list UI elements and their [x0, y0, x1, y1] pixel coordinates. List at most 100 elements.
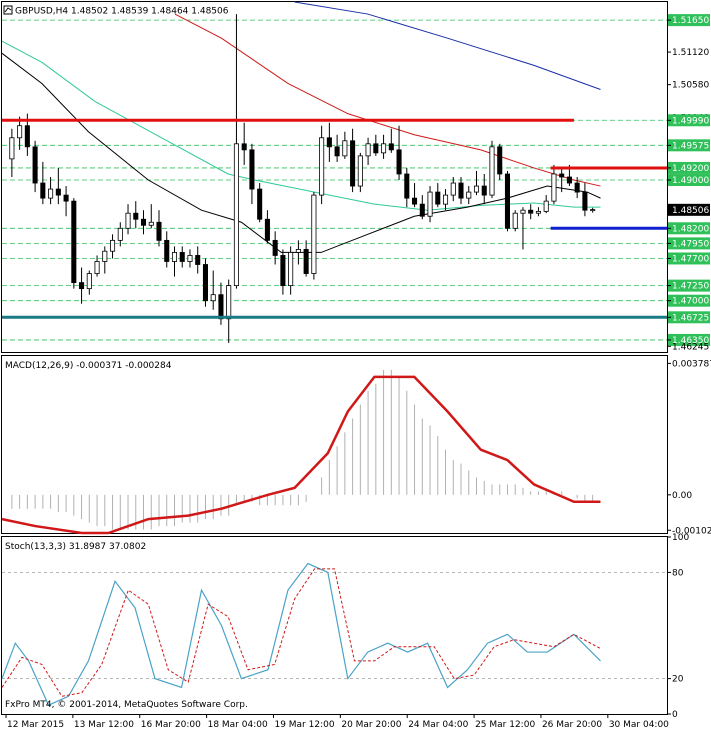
- horizontal-lines[interactable]: [2, 118, 667, 319]
- bear-candle-body: [156, 221, 162, 241]
- price-label-box: [668, 114, 710, 127]
- candle[interactable]: [79, 267, 85, 304]
- candle[interactable]: [450, 177, 456, 202]
- candlesticks[interactable]: [9, 14, 596, 343]
- candle[interactable]: [311, 192, 317, 280]
- candle[interactable]: [226, 279, 232, 343]
- candle[interactable]: [63, 186, 69, 217]
- candle[interactable]: [489, 140, 495, 199]
- time-tick-label: 24 Mar 04:00: [408, 720, 468, 730]
- candle[interactable]: [171, 246, 178, 277]
- candle[interactable]: [164, 231, 170, 268]
- candle[interactable]: [404, 167, 410, 208]
- candle[interactable]: [125, 204, 131, 235]
- candle[interactable]: [202, 258, 208, 307]
- candle[interactable]: [559, 167, 565, 193]
- candle[interactable]: [9, 128, 15, 177]
- candle[interactable]: [326, 122, 332, 162]
- candle[interactable]: [466, 186, 472, 205]
- candle[interactable]: [574, 177, 580, 199]
- candle[interactable]: [357, 152, 363, 193]
- candle[interactable]: [442, 189, 449, 211]
- candle[interactable]: [497, 143, 503, 181]
- candle[interactable]: [55, 167, 61, 205]
- candle[interactable]: [334, 134, 340, 162]
- candle[interactable]: [504, 170, 511, 232]
- candle[interactable]: [195, 246, 201, 274]
- price-tick-label: 1.47700: [672, 254, 709, 264]
- candle[interactable]: [427, 186, 433, 223]
- candle[interactable]: [179, 246, 185, 268]
- candle[interactable]: [210, 270, 216, 310]
- candle[interactable]: [233, 14, 239, 289]
- candle[interactable]: [40, 161, 46, 205]
- bull-candle-body: [9, 137, 15, 160]
- candle[interactable]: [319, 125, 325, 205]
- candle[interactable]: [303, 240, 309, 277]
- bull-candle-body: [102, 250, 108, 262]
- candle[interactable]: [17, 116, 23, 150]
- candle[interactable]: [32, 140, 38, 193]
- candle[interactable]: [117, 222, 123, 247]
- candle[interactable]: [535, 207, 541, 217]
- candle[interactable]: [86, 270, 92, 295]
- candle[interactable]: [94, 255, 100, 277]
- price-label-box: [668, 294, 710, 307]
- bull-candle-body: [233, 143, 239, 287]
- price-tick-label: 1.49990: [672, 116, 709, 126]
- bear-candle-body: [40, 182, 46, 199]
- bear-candle-body: [574, 182, 580, 193]
- candle[interactable]: [543, 195, 549, 214]
- candle[interactable]: [280, 249, 286, 295]
- candle[interactable]: [528, 204, 534, 220]
- candle[interactable]: [520, 207, 526, 250]
- candle[interactable]: [148, 204, 154, 229]
- candle[interactable]: [187, 249, 193, 268]
- bull-candle-body: [427, 191, 433, 217]
- candle[interactable]: [365, 137, 371, 165]
- candle[interactable]: [295, 240, 301, 265]
- candle[interactable]: [102, 246, 108, 274]
- candle[interactable]: [396, 125, 402, 181]
- candle[interactable]: [272, 231, 278, 265]
- macd-tick-label: 0.00: [672, 491, 692, 501]
- stoch-axis: 100 80 20 0: [667, 533, 689, 720]
- candle[interactable]: [342, 131, 348, 159]
- candle[interactable]: [241, 122, 247, 165]
- candle[interactable]: [582, 183, 588, 217]
- candle[interactable]: [419, 195, 425, 220]
- candle[interactable]: [458, 177, 464, 205]
- candle[interactable]: [350, 128, 356, 193]
- candle[interactable]: [140, 210, 147, 235]
- candle[interactable]: [590, 207, 596, 213]
- candle[interactable]: [48, 177, 54, 205]
- candle[interactable]: [481, 173, 487, 205]
- candle[interactable]: [257, 183, 263, 223]
- candle[interactable]: [156, 210, 162, 247]
- candle[interactable]: [249, 143, 255, 205]
- candle[interactable]: [435, 183, 441, 208]
- candle[interactable]: [388, 128, 394, 153]
- candle[interactable]: [412, 183, 418, 208]
- candle[interactable]: [473, 170, 480, 196]
- price-label-box: [668, 252, 710, 265]
- macd-header: MACD(12,26,9) -0.000371 -0.000284: [5, 361, 172, 371]
- bull-candle-body: [473, 185, 480, 193]
- bear-candle-body: [481, 185, 487, 196]
- candle[interactable]: [551, 164, 557, 205]
- price-label-box: [668, 14, 710, 27]
- bear-candle-body: [559, 173, 565, 178]
- candle[interactable]: [288, 246, 294, 295]
- candle[interactable]: [133, 201, 139, 229]
- candle[interactable]: [71, 198, 77, 289]
- candle[interactable]: [512, 210, 518, 232]
- candle[interactable]: [110, 234, 116, 259]
- candle[interactable]: [381, 134, 387, 159]
- bear-candle-body: [32, 146, 38, 184]
- candle[interactable]: [264, 210, 270, 244]
- bull-candle-body: [86, 273, 92, 290]
- candle[interactable]: [373, 134, 379, 156]
- bear-candle-body: [241, 143, 247, 151]
